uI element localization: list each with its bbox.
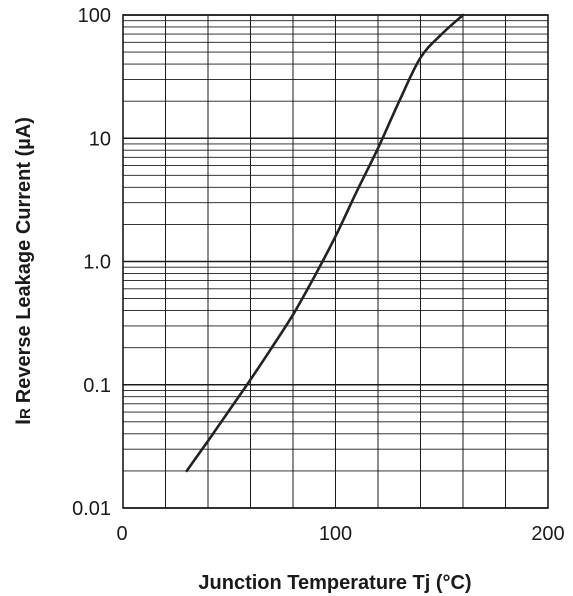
y-tick-label: 1.0 xyxy=(83,252,111,274)
series-layer xyxy=(185,13,465,473)
x-tick-label: 200 xyxy=(531,523,564,545)
leakage-current-curve xyxy=(185,13,465,473)
y-axis-title: IR Reverse Leakage Current (µA) xyxy=(12,117,35,425)
grid xyxy=(122,14,549,509)
x-tick-labels: 0 100 200 xyxy=(116,523,564,545)
y-tick-label: 0.1 xyxy=(83,375,111,397)
y-tick-labels: 0.01 0.1 1.0 10 100 xyxy=(72,5,111,520)
y-tick-label: 10 xyxy=(89,128,111,150)
x-tick-label: 100 xyxy=(319,523,352,545)
y-axis-label-text: Reverse Leakage Current (µA) xyxy=(13,117,35,403)
y-tick-label: 100 xyxy=(78,5,111,27)
x-tick-label: 0 xyxy=(116,523,127,545)
y-tick-label: 0.01 xyxy=(72,498,111,520)
y-axis-symbol: I xyxy=(12,419,35,425)
x-axis-title: Junction Temperature Tj (°C) xyxy=(198,572,471,594)
plot-frame xyxy=(122,14,549,509)
y-axis-subscript: R xyxy=(17,408,34,419)
